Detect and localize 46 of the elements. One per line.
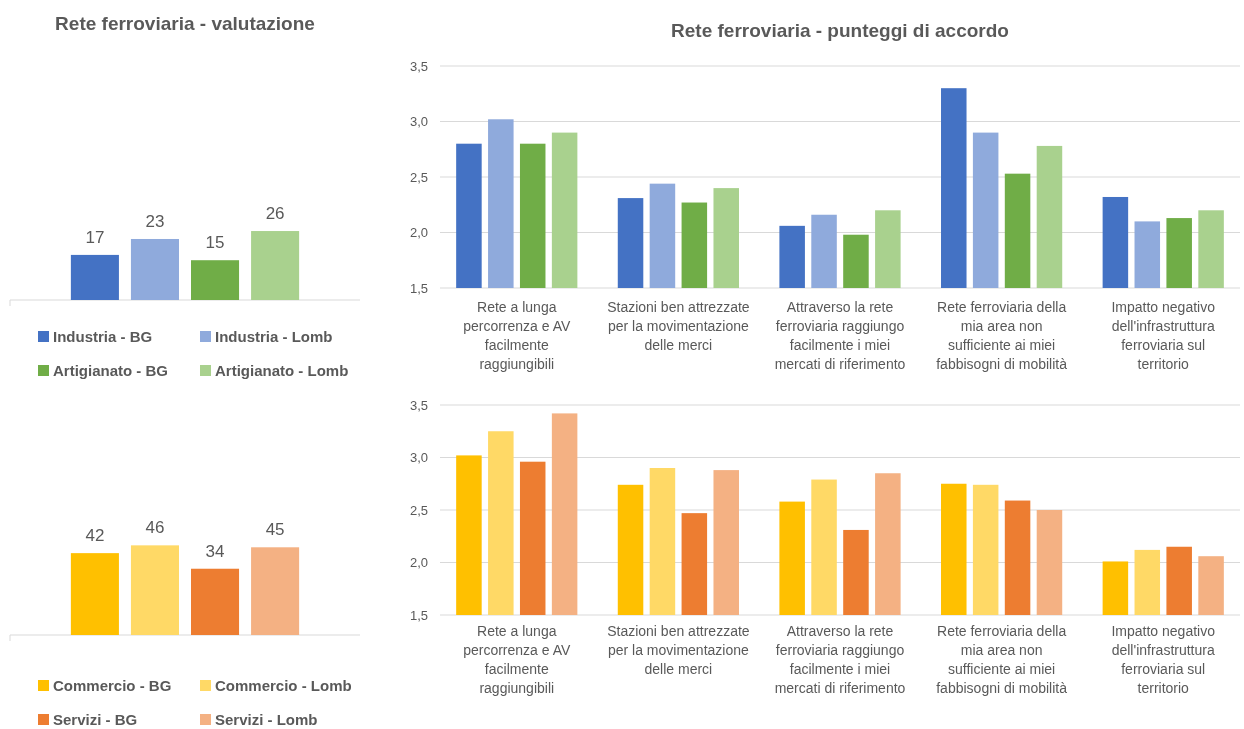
- y-tick-label: 3,5: [409, 397, 428, 413]
- y-tick-label: 2,5: [409, 169, 428, 185]
- x-tick-label: Impatto negativo dell'infrastruttura ferroviaria sul territorio: [1111, 299, 1216, 372]
- x-tick-label: Rete ferroviaria della mia area non sufficiente ai miei fabbisogni di mobilità: [936, 623, 1068, 696]
- data-label: 15: [205, 233, 225, 253]
- x-tick-label: Impatto negativo dell'infrastruttura ferroviaria sul territorio: [1111, 623, 1216, 696]
- legend-label: Commercio - BG: [53, 677, 172, 695]
- chart-title: Rete ferroviaria - valutazione: [55, 13, 315, 34]
- y-tick-label: 3,5: [409, 58, 428, 74]
- data-label: 17: [85, 227, 105, 247]
- bar: [70, 254, 119, 300]
- bar: [251, 547, 300, 635]
- y-tick-label: 3,0: [409, 450, 428, 466]
- legend-label: Artigianato - Lomb: [215, 362, 349, 380]
- bar: [130, 238, 179, 300]
- data-label: 45: [265, 520, 285, 540]
- x-tick-label: Attraverso la rete ferroviaria raggiungo facilmente i miei mercati di riferimento: [774, 623, 906, 696]
- bar: [70, 553, 119, 635]
- data-label: 26: [265, 204, 285, 224]
- legend-label: Commercio - Lomb: [215, 677, 352, 695]
- y-tick-label: 3,0: [409, 114, 428, 130]
- bar: [130, 545, 179, 635]
- y-tick-label: 2,0: [409, 555, 428, 571]
- y-tick-label: 1,5: [409, 607, 428, 623]
- legend-label: Servizi - Lomb: [215, 711, 318, 729]
- y-tick-label: 2,0: [409, 225, 428, 241]
- legend-label: Industria - BG: [53, 328, 153, 346]
- data-label: 34: [205, 541, 225, 561]
- legend-label: Servizi - BG: [53, 711, 138, 729]
- chart-title: Rete ferroviaria - punteggi di accordo: [671, 20, 1009, 41]
- y-tick-label: 2,5: [409, 502, 428, 518]
- x-tick-label: Rete ferroviaria della mia area non sufficiente ai miei fabbisogni di mobilità: [936, 299, 1068, 372]
- x-tick-label: Stazioni ben attrezzate per la movimentazione delle merci: [607, 299, 750, 353]
- x-tick-label: Rete a lunga percorrenza e AV facilmente raggiungibili: [463, 299, 571, 372]
- legend-label: Artigianato - BG: [53, 362, 168, 380]
- data-label: 23: [145, 211, 165, 231]
- legend-label: Industria - Lomb: [215, 328, 333, 346]
- data-label: 42: [85, 526, 105, 546]
- bar: [191, 260, 240, 300]
- y-tick-label: 1,5: [409, 280, 428, 296]
- x-tick-label: Stazioni ben attrezzate per la movimentazione delle merci: [607, 623, 750, 677]
- x-tick-label: Attraverso la rete ferroviaria raggiungo facilmente i miei mercati di riferimento: [774, 299, 906, 372]
- bar: [191, 568, 240, 635]
- data-label: 46: [145, 518, 165, 538]
- x-tick-label: Rete a lunga percorrenza e AV facilmente raggiungibili: [463, 623, 571, 696]
- bar: [251, 231, 300, 300]
